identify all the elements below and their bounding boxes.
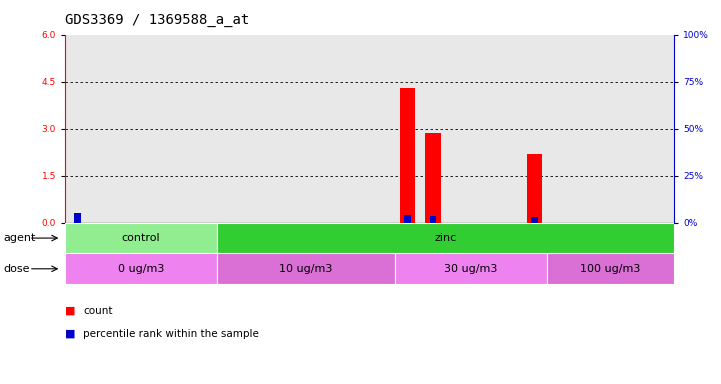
Bar bbox=[74, 214, 81, 223]
Bar bbox=[65, 253, 217, 284]
Bar bbox=[531, 217, 538, 223]
Bar bbox=[527, 154, 542, 223]
Text: 0 ug/m3: 0 ug/m3 bbox=[118, 264, 164, 274]
Text: GDS3369 / 1369588_a_at: GDS3369 / 1369588_a_at bbox=[65, 13, 249, 27]
Bar bbox=[430, 217, 436, 223]
Text: percentile rank within the sample: percentile rank within the sample bbox=[83, 329, 259, 339]
Bar bbox=[404, 215, 411, 223]
Text: 30 ug/m3: 30 ug/m3 bbox=[444, 264, 497, 274]
Text: agent: agent bbox=[4, 233, 36, 243]
Text: zinc: zinc bbox=[435, 233, 457, 243]
Text: 10 ug/m3: 10 ug/m3 bbox=[279, 264, 332, 274]
Bar bbox=[65, 223, 217, 253]
Text: dose: dose bbox=[4, 264, 30, 274]
Text: ■: ■ bbox=[65, 306, 76, 316]
Text: 100 ug/m3: 100 ug/m3 bbox=[580, 264, 641, 274]
Bar bbox=[217, 223, 674, 253]
Bar bbox=[425, 133, 441, 223]
Bar bbox=[400, 88, 415, 223]
Text: ■: ■ bbox=[65, 329, 76, 339]
Bar bbox=[395, 253, 547, 284]
Text: count: count bbox=[83, 306, 112, 316]
Text: control: control bbox=[122, 233, 160, 243]
Bar bbox=[217, 253, 395, 284]
Bar bbox=[547, 253, 674, 284]
